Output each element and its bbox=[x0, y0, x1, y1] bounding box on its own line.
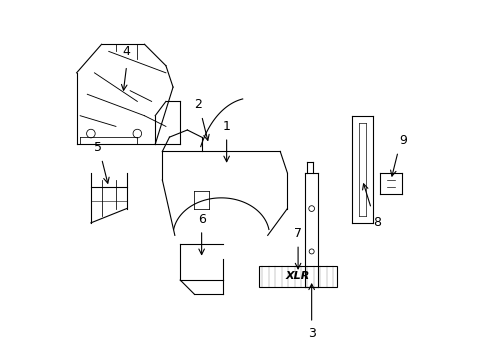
Text: 4: 4 bbox=[122, 45, 130, 58]
Text: 6: 6 bbox=[197, 213, 205, 226]
Text: 9: 9 bbox=[399, 134, 407, 147]
Text: 2: 2 bbox=[194, 99, 202, 112]
Text: 1: 1 bbox=[222, 120, 230, 133]
Text: XLR: XLR bbox=[285, 271, 310, 282]
Text: 3: 3 bbox=[307, 327, 315, 340]
Bar bbox=[258, 266, 337, 287]
Text: 5: 5 bbox=[94, 141, 102, 154]
Text: 7: 7 bbox=[293, 227, 302, 240]
Text: 8: 8 bbox=[372, 216, 380, 229]
